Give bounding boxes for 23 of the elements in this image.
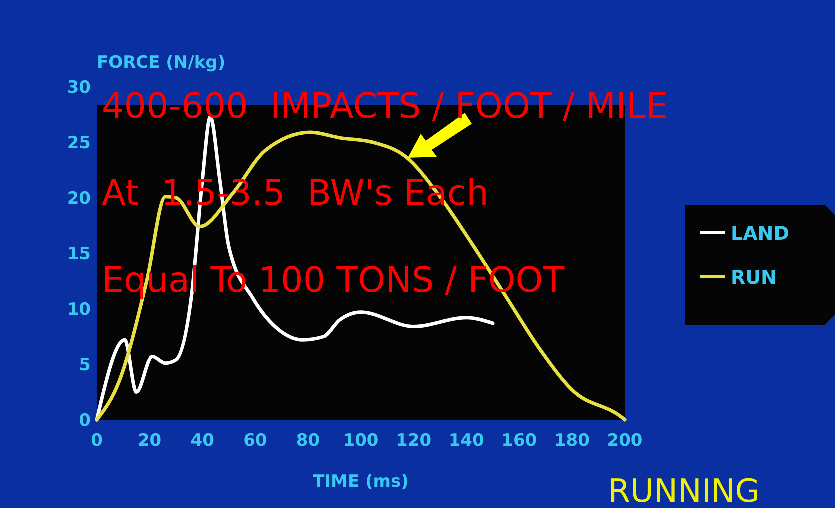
x-tick-label: 100 [343,431,379,451]
y-tick-label: 0 [79,411,92,431]
x-tick-label: 200 [607,431,643,451]
y-tick-label: 25 [67,134,91,154]
legend-label: LAND [731,223,790,245]
y-tick-label: 15 [67,244,91,264]
legend-label: RUN [731,267,777,289]
x-tick-label: 20 [138,431,162,451]
y-axis-title: FORCE (N/kg) [97,53,226,73]
text: RUNNING [608,472,760,508]
y-tick-label: 30 [67,78,92,98]
x-tick-label: 160 [502,431,538,451]
line-series [95,130,627,422]
x-axis-title: TIME (ms) [313,472,409,492]
y-tick-label: 20 [67,189,92,209]
y-tick-label: 10 [67,300,92,320]
x-tick-label: 180 [554,431,590,451]
x-tick-label: 140 [448,431,485,451]
x-tick-label: 60 [244,431,268,451]
x-tick-label: 40 [190,431,215,451]
y-tick-label: 5 [79,356,91,376]
x-tick-label: 120 [396,431,432,451]
x-tick-label: 80 [296,431,320,451]
